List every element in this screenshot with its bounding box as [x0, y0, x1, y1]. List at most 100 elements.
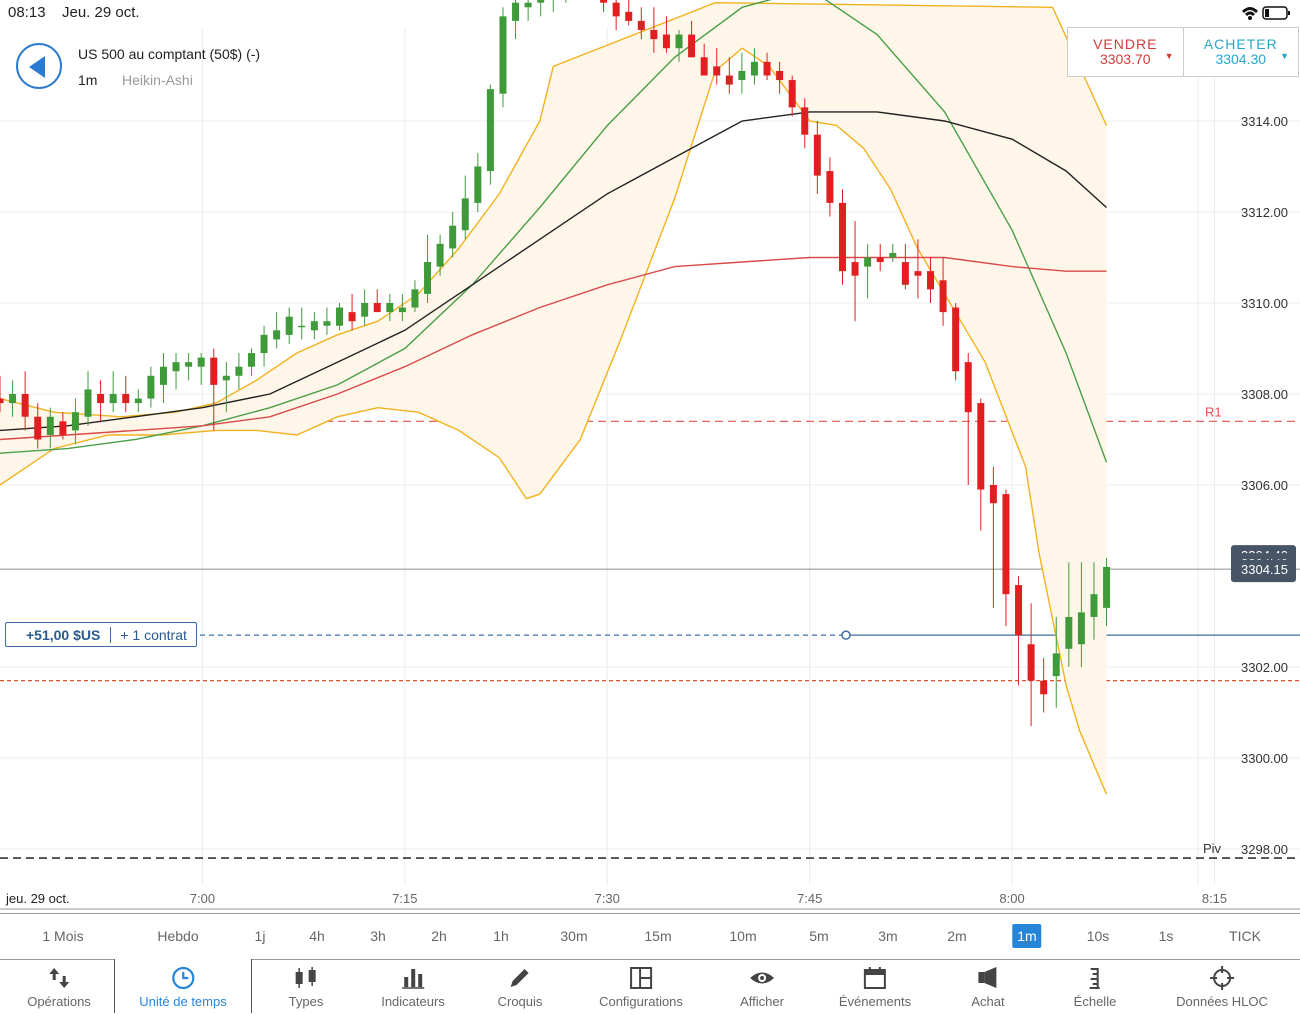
- candle-body: [964, 362, 972, 413]
- candle-body: [813, 134, 821, 176]
- buy-button[interactable]: ACHETER 3304.30 ▼: [1182, 28, 1299, 76]
- status-bar: 08:13 Jeu. 29 oct.: [0, 0, 1300, 26]
- timeframe-option[interactable]: Hebdo: [157, 928, 199, 944]
- layout-icon: [629, 967, 652, 989]
- candle-body: [71, 412, 79, 431]
- candle-body: [361, 303, 369, 317]
- tool-layout-button[interactable]: Configurations: [599, 959, 683, 1013]
- y-tick-label: 3308.00: [1241, 387, 1288, 402]
- tool-label: Données HLOC: [1176, 994, 1268, 1009]
- candle-body: [864, 257, 872, 267]
- tool-pencil-button[interactable]: Croquis: [498, 959, 542, 1013]
- candle-body: [1090, 594, 1098, 617]
- candle-body: [1002, 494, 1010, 595]
- buy-dropdown-icon[interactable]: ▼: [1280, 51, 1289, 61]
- y-tick-label: 3302.00: [1241, 660, 1288, 675]
- candle-body: [927, 271, 935, 290]
- y-tick-label: 3312.00: [1241, 205, 1288, 220]
- timeframe-bar: 1 Mois Hebdo 1j 4h 3h 2h 1h 30m 15m 10m 5m 3m 2m 1m 10…: [0, 913, 1300, 960]
- timeframe-option[interactable]: 1 Mois: [42, 928, 84, 944]
- candle-body: [486, 89, 494, 172]
- tool-label: Opérations: [27, 994, 91, 1009]
- current-timeframe: 1m: [78, 72, 98, 88]
- timeframe-option[interactable]: 30m: [560, 928, 588, 944]
- chart-axes: 3314.00 3312.00 3310.00 3308.00 3306.00 3302.…: [0, 114, 1300, 910]
- tool-crosshair-button[interactable]: Données HLOC: [1176, 959, 1268, 1013]
- tool-bars-button[interactable]: Indicateurs: [381, 959, 445, 1013]
- tool-candles-button[interactable]: Types: [288, 959, 324, 1013]
- timeframe-option[interactable]: 1s: [1158, 928, 1174, 944]
- wifi-icon: [1242, 7, 1258, 20]
- sell-button[interactable]: VENDRE 3303.70 ▼: [1068, 28, 1183, 76]
- timeframe-option[interactable]: 15m: [644, 928, 672, 944]
- timeframe-option[interactable]: TICK: [1229, 928, 1261, 944]
- candle-body: [977, 403, 985, 490]
- tool-label: Indicateurs: [381, 994, 445, 1009]
- scale-icon: [1089, 968, 1100, 989]
- candle-body: [499, 16, 507, 94]
- tool-eye-button[interactable]: Afficher: [740, 959, 784, 1013]
- tool-calendar-button[interactable]: Événements: [839, 959, 911, 1013]
- timeframe-option[interactable]: 1j: [254, 928, 266, 944]
- timeframe-option[interactable]: 1h: [493, 928, 509, 944]
- candle-body: [826, 171, 834, 203]
- sell-label: VENDRE: [1093, 36, 1158, 52]
- candle-body: [1040, 680, 1048, 695]
- tool-arrows-updown-button[interactable]: Opérations: [27, 959, 91, 1013]
- candle-body: [1015, 585, 1023, 636]
- candle-body: [1027, 644, 1035, 681]
- timeframe-option[interactable]: 3h: [370, 928, 386, 944]
- timeframe-option[interactable]: 5m: [809, 928, 829, 944]
- candle-body: [109, 394, 117, 404]
- back-button[interactable]: [16, 43, 62, 89]
- candle-body: [0, 398, 4, 404]
- tool-scale-button[interactable]: Échelle: [1074, 959, 1116, 1013]
- timeframe-option[interactable]: 2m: [947, 928, 967, 944]
- position-badge[interactable]: +51,00 $US + 1 contrat: [5, 622, 197, 647]
- x-tick-label: 8:15: [1202, 891, 1227, 906]
- tool-megaphone-button[interactable]: Achat: [971, 959, 1005, 1013]
- tool-label: Types: [288, 994, 324, 1009]
- timeframe-option[interactable]: 4h: [309, 928, 325, 944]
- candle-body: [411, 289, 419, 308]
- timeframe-option[interactable]: 1m: [1012, 924, 1042, 948]
- candle-body: [801, 107, 809, 135]
- price-chart[interactable]: R1 Piv 3314.00 3312.00 3310.00 3308.00 3306.0…: [0, 0, 1300, 912]
- candle-body: [310, 321, 318, 331]
- candle-body: [876, 257, 884, 263]
- candle-body: [21, 394, 29, 417]
- candle-body: [914, 271, 922, 276]
- candle-body: [273, 330, 281, 340]
- tool-label: Configurations: [599, 994, 683, 1009]
- crosshair-icon: [1210, 966, 1234, 990]
- candle-body: [235, 366, 243, 376]
- chart-indicator-lines: [0, 0, 1108, 795]
- candle-body: [34, 416, 42, 440]
- timeframe-option[interactable]: 10m: [729, 928, 757, 944]
- candle-body: [1077, 612, 1085, 645]
- candle-body: [59, 421, 67, 435]
- sell-dropdown-icon[interactable]: ▼: [1164, 51, 1174, 61]
- timeframe-option[interactable]: 2h: [431, 928, 447, 944]
- tool-clock-button[interactable]: Unité de temps: [139, 959, 227, 1013]
- candle-body: [122, 394, 130, 404]
- candle-body: [512, 2, 520, 21]
- candle-body: [348, 312, 356, 322]
- candle-body: [323, 321, 331, 326]
- tool-label: Afficher: [740, 994, 784, 1009]
- candle-body: [461, 198, 469, 231]
- instrument-name[interactable]: US 500 au comptant (50$) (-): [78, 46, 261, 62]
- tool-label: Unité de temps: [139, 994, 227, 1009]
- price-tag-cover: [1231, 553, 1296, 560]
- candle-body: [1065, 616, 1073, 649]
- candle-body: [600, 0, 608, 3]
- candle-body: [763, 61, 771, 76]
- timeframe-option[interactable]: 3m: [878, 928, 898, 944]
- candlestick-series: [0, 0, 1111, 727]
- candle-body: [159, 366, 167, 385]
- candle-body: [788, 80, 796, 108]
- current-price-label: 3304.15: [1241, 562, 1288, 577]
- candle-body: [939, 280, 947, 313]
- candle-body: [851, 262, 859, 276]
- timeframe-option[interactable]: 10s: [1086, 928, 1110, 944]
